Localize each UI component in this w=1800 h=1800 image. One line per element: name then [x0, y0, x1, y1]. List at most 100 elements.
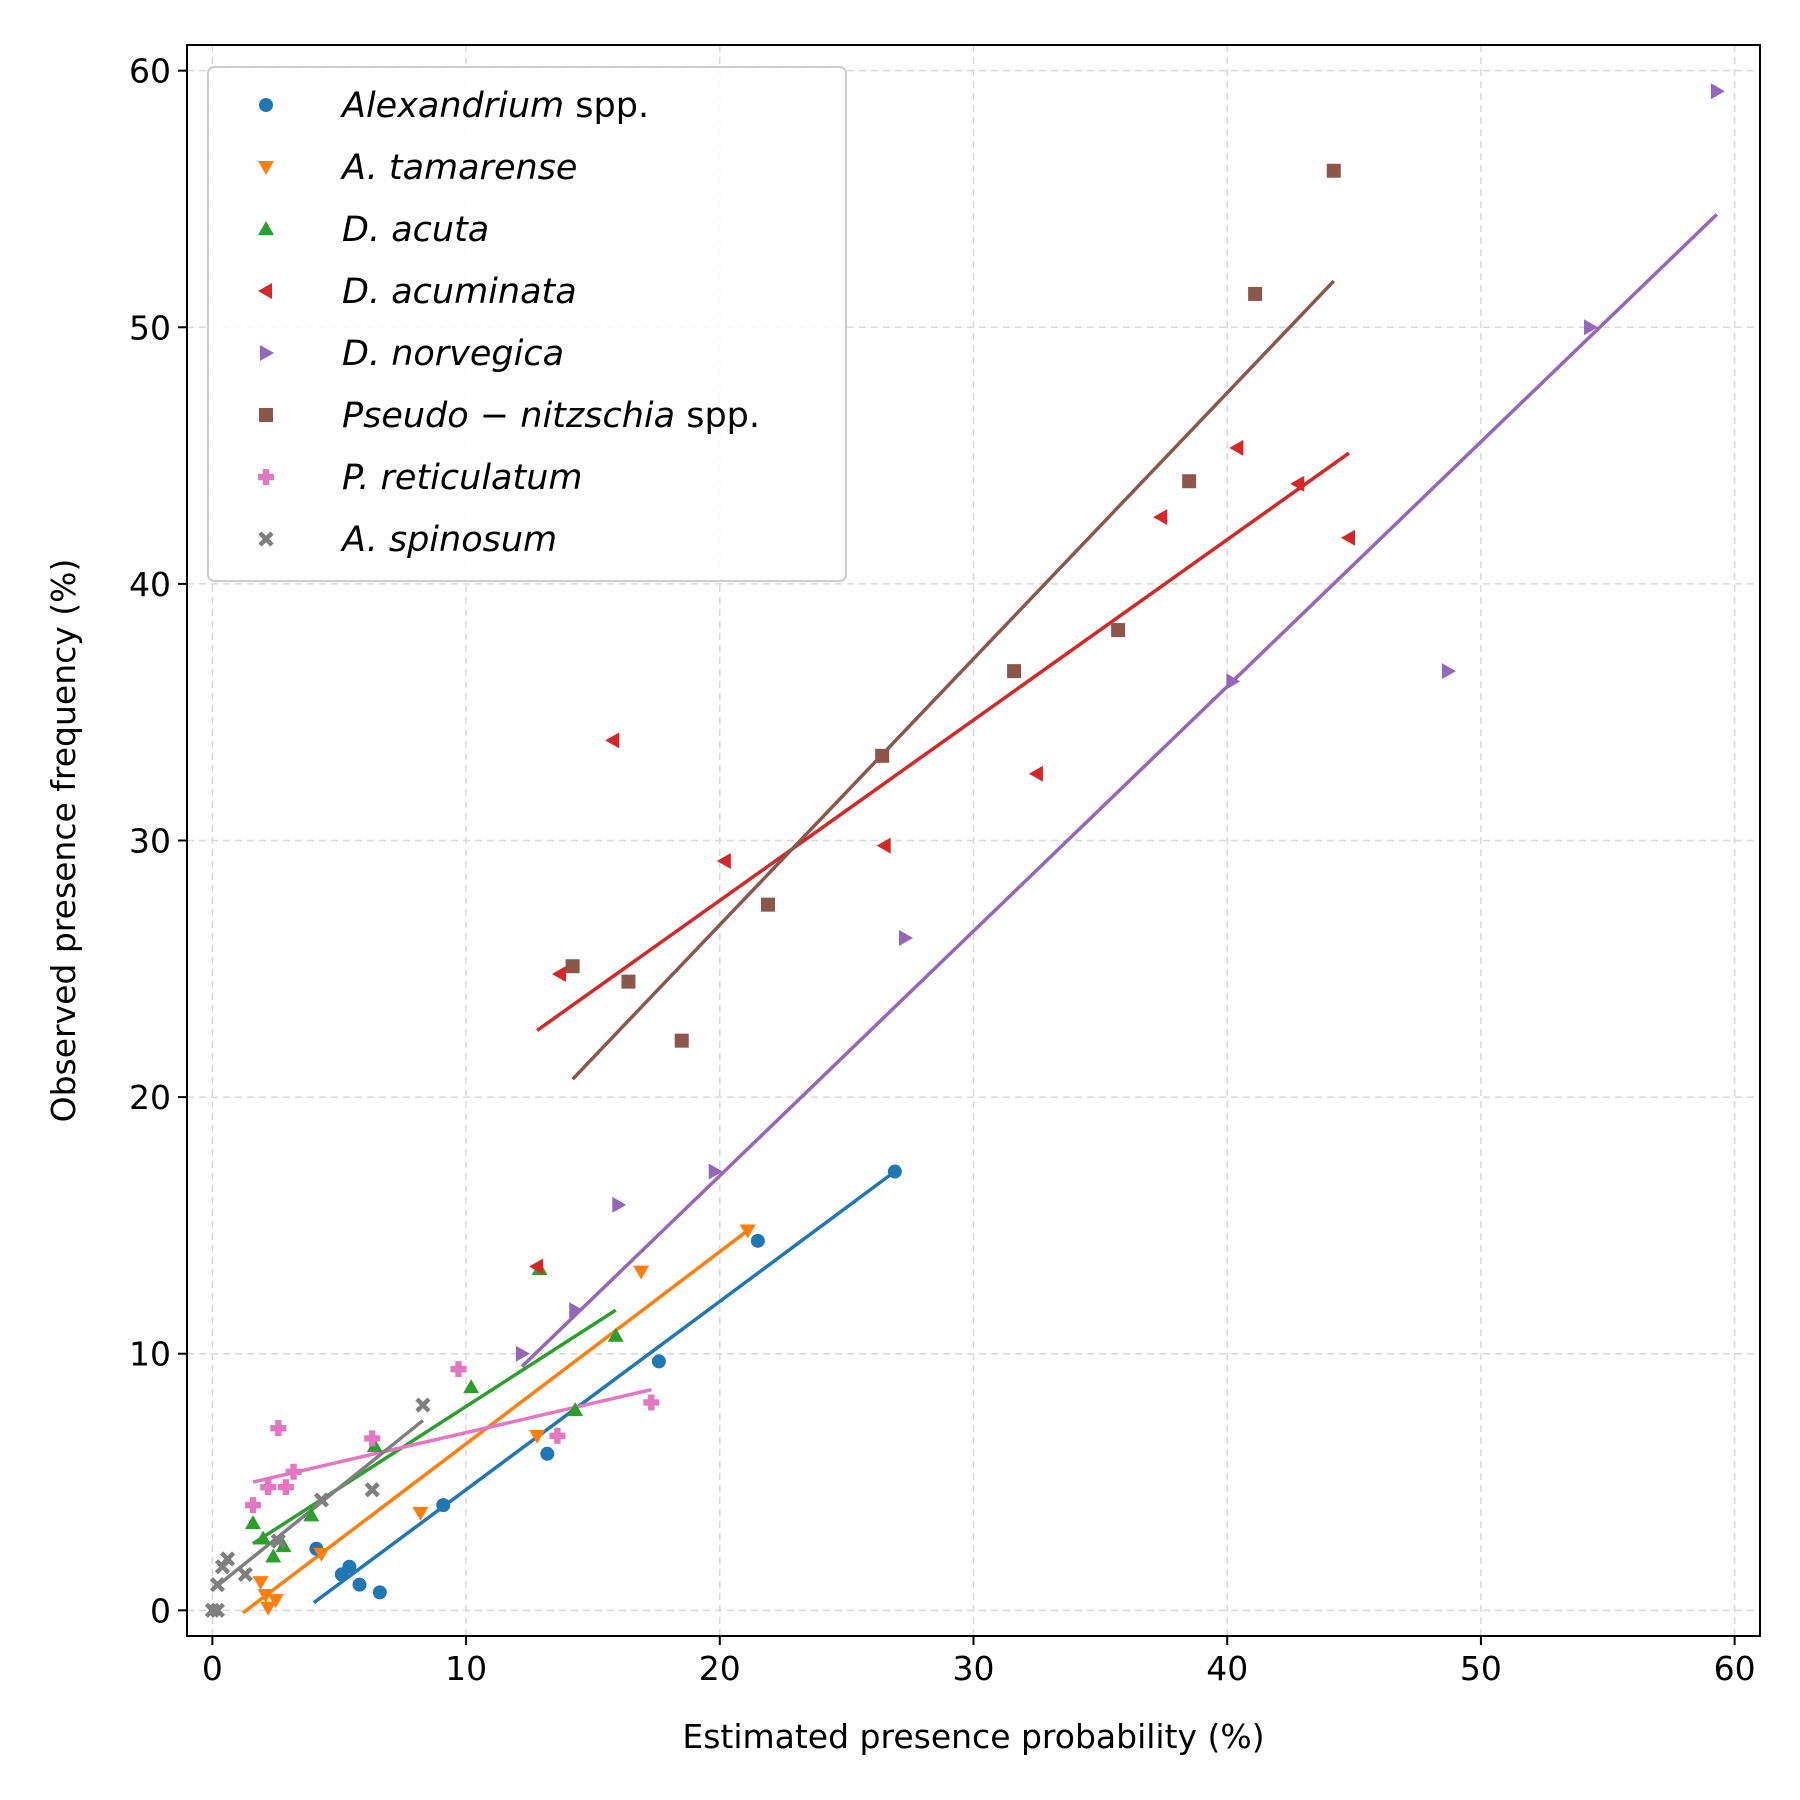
fit-line — [312, 1170, 896, 1605]
data-point — [1248, 286, 1263, 301]
data-point — [265, 1548, 282, 1563]
fit-line — [536, 451, 1351, 1032]
data-point — [463, 1379, 480, 1394]
fit-line — [571, 279, 1336, 1081]
data-point — [898, 930, 913, 947]
legend-marker — [259, 98, 273, 112]
y-tick-label: 10 — [129, 1335, 171, 1374]
legend-marker — [258, 161, 274, 175]
data-point — [708, 1163, 723, 1180]
x-marker-stroke — [237, 1566, 253, 1583]
data-point — [436, 1498, 451, 1513]
data-point — [540, 1446, 555, 1461]
x-tick-label: 50 — [1460, 1649, 1502, 1688]
data-point — [1326, 163, 1341, 178]
x-marker-stroke — [313, 1492, 330, 1508]
data-point — [1441, 663, 1456, 680]
data-point — [313, 1492, 330, 1508]
data-point — [750, 1233, 765, 1248]
y-tick-label: 30 — [129, 822, 171, 861]
legend: Alexandrium spp. A. tamarense D. acuta D. a… — [207, 66, 847, 582]
data-point — [244, 1515, 261, 1530]
data-point — [209, 1577, 226, 1593]
legend-marker — [258, 283, 272, 299]
x-tick-label: 40 — [1206, 1649, 1248, 1688]
fit-line — [252, 1387, 652, 1484]
data-point — [1007, 664, 1022, 679]
x-axis-label: Estimated presence probability (%) — [682, 1717, 1264, 1756]
data-point — [515, 1345, 530, 1362]
legend-label: D. norvegica — [342, 334, 564, 374]
data-point — [1710, 83, 1725, 100]
legend-label: Alexandrium spp. — [340, 86, 649, 126]
legend-label-part: spp. — [564, 86, 649, 126]
legend-label: A. tamarense — [340, 148, 577, 188]
x-marker-stroke — [209, 1602, 226, 1618]
legend-label: A. spinosum — [340, 520, 557, 560]
x-tick-label: 20 — [699, 1649, 741, 1688]
data-point — [569, 1302, 584, 1319]
y-tick-label: 50 — [129, 308, 171, 347]
data-point — [760, 897, 775, 912]
data-point — [260, 1601, 277, 1616]
y-axis-label: Observed presence frequency (%) — [44, 559, 83, 1123]
x-marker-stroke — [364, 1482, 380, 1498]
legend-label-part: D. norvegica — [342, 334, 564, 374]
legend-label-part: A. spinosum — [340, 520, 557, 560]
data-point — [529, 1429, 546, 1444]
data-point — [342, 1559, 357, 1574]
y-tick-label: 0 — [150, 1591, 171, 1630]
data-point — [415, 1397, 431, 1413]
y-tick-label: 40 — [129, 565, 171, 604]
data-point — [607, 1327, 624, 1342]
legend-marker — [258, 531, 274, 547]
data-point — [716, 853, 731, 870]
data-point — [237, 1566, 253, 1583]
data-point — [1153, 509, 1168, 526]
legend-label: D. acuta — [342, 210, 489, 250]
data-point — [244, 1497, 261, 1514]
data-point — [633, 1265, 650, 1280]
data-point — [257, 1588, 274, 1603]
fit-line — [252, 1308, 617, 1546]
data-point — [1028, 765, 1043, 782]
data-point — [252, 1576, 269, 1591]
data-point — [303, 1507, 320, 1522]
fit-line — [520, 213, 1719, 1368]
legend-marker — [259, 408, 273, 422]
x-marker-stroke — [209, 1577, 226, 1593]
data-point — [364, 1430, 381, 1447]
data-point — [605, 732, 620, 749]
x-marker-stroke — [258, 531, 274, 547]
legend-label-part: spp. — [675, 396, 760, 436]
legend-label-part: D. acuta — [342, 210, 489, 250]
data-point — [352, 1577, 367, 1592]
data-point — [565, 959, 580, 974]
data-point — [277, 1479, 294, 1496]
data-point — [887, 1164, 902, 1179]
x-tick-label: 60 — [1714, 1649, 1756, 1688]
legend-label-part: A. tamarense — [340, 148, 577, 188]
legend-marker — [260, 345, 274, 361]
data-point — [875, 748, 890, 763]
data-point — [876, 837, 891, 854]
data-point — [1111, 623, 1126, 638]
data-point — [1584, 319, 1599, 336]
x-marker-stroke — [220, 1551, 236, 1567]
legend-label: Pseudo − nitzschia spp. — [342, 396, 760, 436]
data-point — [1340, 529, 1355, 546]
legend-marker — [258, 221, 274, 235]
x-tick-label: 30 — [953, 1649, 995, 1688]
data-point — [549, 1427, 566, 1444]
data-point — [364, 1482, 380, 1498]
x-tick-label: 10 — [445, 1649, 487, 1688]
data-point — [270, 1420, 287, 1437]
legend-label: D. acuminata — [342, 272, 577, 312]
data-point — [1226, 673, 1241, 690]
legend-label-part: Alexandrium — [340, 86, 564, 126]
data-point — [551, 965, 566, 982]
legend-label-part: D. acuminata — [342, 272, 577, 312]
data-point — [651, 1354, 666, 1369]
data-point — [209, 1602, 226, 1618]
data-point — [372, 1585, 387, 1600]
